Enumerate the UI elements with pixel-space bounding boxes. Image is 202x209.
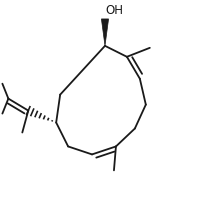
Polygon shape [101,19,108,46]
Text: OH: OH [105,4,123,17]
